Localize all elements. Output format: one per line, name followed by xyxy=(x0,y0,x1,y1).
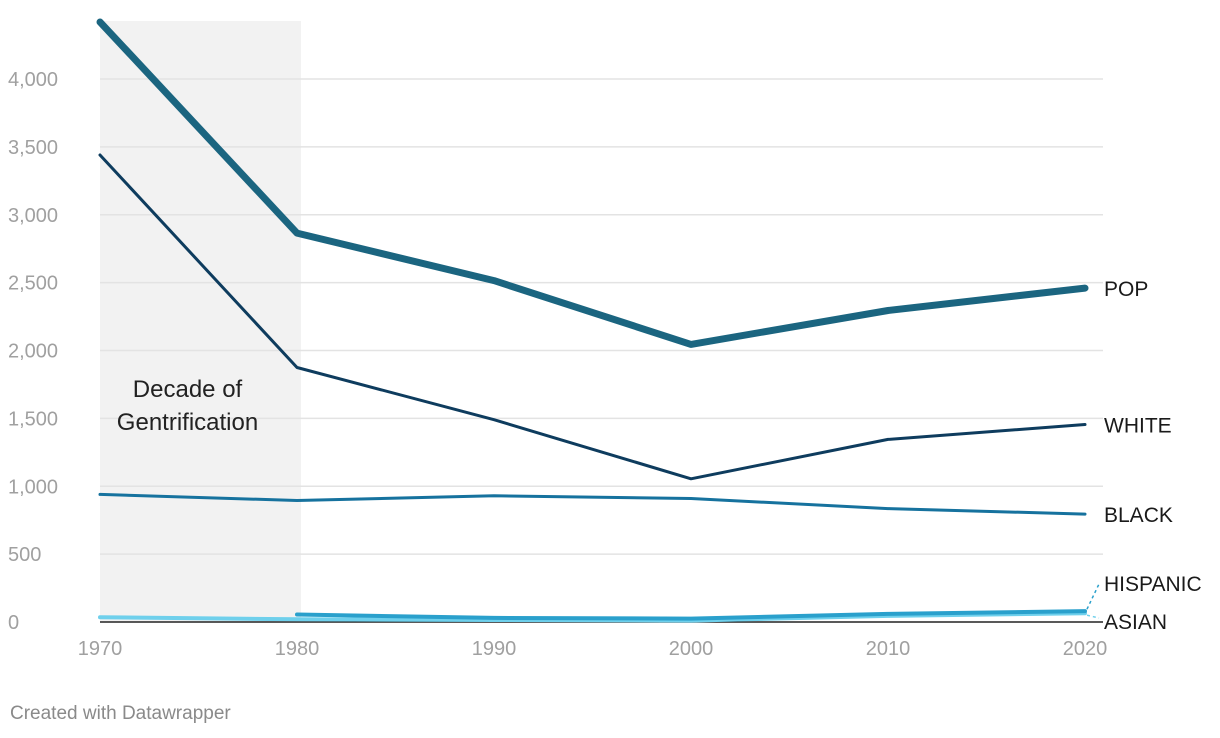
label-layer: Decade of Gentrification 0 500 1,000 1,500 2,0… xyxy=(8,69,1202,660)
leader-line-hispanic xyxy=(1086,583,1100,610)
annotation-shade xyxy=(100,21,301,622)
series-label-asian: ASIAN xyxy=(1104,611,1167,634)
series-line-black xyxy=(98,492,1087,516)
series-label-hispanic: HISPANIC xyxy=(1104,573,1202,596)
series-label-pop: POP xyxy=(1104,278,1148,301)
y-tick-label-3500: 3,500 xyxy=(8,137,58,159)
series-layer xyxy=(96,18,1100,623)
x-tick-label-2010: 2010 xyxy=(866,638,911,660)
annotation-line-2: Gentrification xyxy=(117,409,258,436)
footer-credit: Created with Datawrapper xyxy=(10,703,231,724)
annotation-line-1: Decade of xyxy=(133,376,243,403)
x-tick-label-1970: 1970 xyxy=(78,638,123,660)
x-tick-label-1980: 1980 xyxy=(275,638,320,660)
series-line-hispanic xyxy=(295,609,1087,621)
y-tick-label-2000: 2,000 xyxy=(8,341,58,363)
x-tick-label-1990: 1990 xyxy=(472,638,517,660)
series-label-black: BLACK xyxy=(1104,504,1173,527)
y-tick-label-0: 0 xyxy=(8,612,19,634)
y-tick-label-1500: 1,500 xyxy=(8,408,58,430)
x-tick-label-2000: 2000 xyxy=(669,638,714,660)
series-line-asian xyxy=(98,611,1087,623)
shaded-region-layer xyxy=(100,21,301,622)
series-line-white xyxy=(98,153,1087,481)
series-label-white: WHITE xyxy=(1104,414,1172,437)
y-tick-label-1000: 1,000 xyxy=(8,476,58,498)
leader-line-asian xyxy=(1086,614,1100,619)
y-tick-label-4000: 4,000 xyxy=(8,69,58,91)
y-tick-label-2500: 2,500 xyxy=(8,273,58,295)
annotation-label: Decade of Gentrification xyxy=(117,376,258,436)
x-tick-label-2020: 2020 xyxy=(1063,638,1108,660)
y-tick-label-500: 500 xyxy=(8,544,41,566)
y-tick-label-3000: 3,000 xyxy=(8,205,58,227)
series-line-pop xyxy=(96,18,1089,348)
